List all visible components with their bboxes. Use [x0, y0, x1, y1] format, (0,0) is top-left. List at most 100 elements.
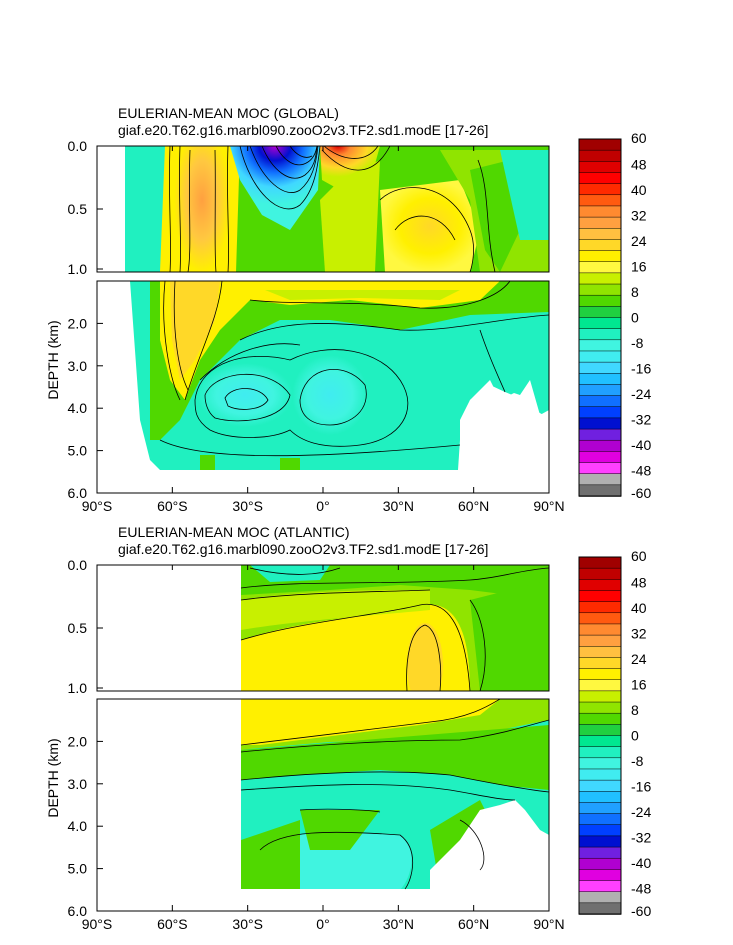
x-tick-label: 30°S: [232, 498, 263, 514]
colorbar-frame: [578, 138, 622, 497]
colorbar-label: -8: [631, 335, 644, 351]
colorbar-atlantic: 60 48 40 32 24 16 8 0 -8 -16 -24 -32 -40 -48 -60: [578, 548, 651, 919]
colorbar-label: 16: [631, 677, 647, 693]
colorbar-swatch: [578, 350, 622, 363]
x-tick-label: 30°N: [383, 916, 414, 932]
colorbar-label: -48: [631, 881, 651, 897]
colorbar-label: -32: [631, 830, 651, 846]
colorbar-swatch: [578, 668, 622, 681]
x-tick-label: 60°N: [458, 498, 489, 514]
colorbar-swatch: [578, 239, 622, 252]
colorbar-label: 16: [631, 259, 647, 275]
y-tick-label: 1.0: [68, 261, 88, 277]
global-lower-field: [130, 281, 549, 472]
colorbar-swatch: [578, 183, 622, 196]
colorbar-label: 24: [631, 651, 647, 667]
colorbar-swatch: [578, 646, 622, 659]
y-tick-label: 1.0: [68, 680, 88, 696]
colorbar-swatch: [578, 601, 622, 614]
colorbar-swatch: [578, 824, 622, 837]
colorbar-label: 48: [631, 157, 647, 173]
colorbar-swatch: [578, 484, 622, 497]
x-tick-label: 60°S: [157, 498, 188, 514]
colorbar-label: -8: [631, 753, 644, 769]
y-tick-label: 2.0: [68, 733, 88, 749]
colorbar-swatch: [578, 802, 622, 815]
colorbar-swatch: [578, 791, 622, 804]
y-tick-label: 0.0: [68, 557, 88, 573]
colorbar-frame: [578, 556, 622, 915]
colorbar-label: -60: [631, 903, 651, 919]
colorbar-swatch: [578, 902, 622, 915]
colorbar-swatch: [578, 768, 622, 781]
colorbar-label: 32: [631, 208, 647, 224]
colorbar-swatch: [578, 634, 622, 647]
colorbar-label: 60: [631, 548, 647, 564]
colorbar-swatch: [578, 451, 622, 464]
x-tick-label: 60°N: [458, 916, 489, 932]
colorbar-swatch: [578, 406, 622, 419]
colorbar-swatch: [578, 869, 622, 882]
colorbar-swatch: [578, 701, 622, 714]
colorbar-label: -16: [631, 361, 651, 377]
y-tick-label: 0.5: [68, 620, 88, 636]
colorbar-label: 60: [631, 130, 647, 146]
colorbar-swatch: [578, 567, 622, 581]
atlantic-upper-contours: [240, 567, 549, 691]
atlantic-lower-contours: [240, 699, 549, 890]
colorbar-swatch: [578, 813, 622, 826]
atlantic-ylabel: DEPTH (km): [45, 738, 61, 817]
colorbar-swatch: [578, 161, 622, 174]
global-upper-field: [125, 146, 549, 272]
colorbar-label: -40: [631, 855, 651, 871]
colorbar-swatch: [578, 556, 622, 569]
colorbar-swatch: [578, 328, 622, 341]
colorbar-swatch: [578, 172, 622, 185]
y-tick-label: 6.0: [68, 903, 88, 919]
colorbar-swatch: [578, 306, 622, 319]
colorbar-swatch: [578, 294, 622, 308]
panel-global: EULERIAN-MEAN MOC (GLOBAL) giaf.e20.T62.…: [45, 105, 565, 514]
y-tick-label: 2.0: [68, 315, 88, 331]
colorbar-swatch: [578, 228, 622, 241]
colorbar-swatch: [578, 779, 622, 793]
colorbar-swatch: [578, 250, 622, 263]
colorbar-swatch: [578, 880, 622, 893]
colorbar-swatch: [578, 428, 622, 441]
x-tick-label: 90°N: [533, 498, 564, 514]
global-ylabel: DEPTH (km): [45, 320, 61, 399]
colorbar-label: 8: [631, 284, 639, 300]
colorbar-swatch: [578, 891, 622, 904]
y-tick-label: 5.0: [68, 443, 88, 459]
y-tick-label: 4.0: [68, 400, 88, 416]
y-tick-label: 0.5: [68, 201, 88, 217]
colorbar-label: 8: [631, 702, 639, 718]
global-bathymetry-mask: [97, 146, 549, 493]
colorbar-label: 48: [631, 575, 647, 591]
y-tick-label: 3.0: [68, 776, 88, 792]
global-lower-contours: [159, 281, 549, 457]
colorbar-swatch: [578, 590, 622, 603]
colorbar-swatch: [578, 835, 622, 848]
y-tick-label: 0.0: [68, 138, 88, 154]
colorbar-swatch: [578, 579, 622, 592]
colorbar-swatch: [578, 462, 622, 475]
x-tick-label: 60°S: [157, 916, 188, 932]
panel-atlantic: EULERIAN-MEAN MOC (ATLANTIC) giaf.e20.T6…: [45, 524, 565, 932]
panel-global-subtitle: giaf.e20.T62.g16.marbl090.zooO2v3.TF2.sd…: [118, 122, 488, 138]
colorbar-label: 40: [631, 182, 647, 198]
y-tick-label: 4.0: [68, 818, 88, 834]
atlantic-bathymetry-mask: [97, 565, 549, 911]
y-tick-label: 5.0: [68, 861, 88, 877]
x-tick-label: 90°S: [82, 498, 113, 514]
colorbar-label: 0: [631, 728, 639, 744]
y-tick-label: 3.0: [68, 358, 88, 374]
colorbar-swatch: [578, 272, 622, 285]
colorbar-swatch: [578, 395, 622, 408]
colorbar-swatch: [578, 679, 622, 692]
global-axis-ticks: 90°S 60°S 30°S 0° 30°N 60°N 90°N 0.0 0.5 1.0 2.0 3.…: [68, 138, 565, 514]
colorbar-swatch: [578, 194, 622, 207]
colorbar-label: 0: [631, 310, 639, 326]
colorbar-swatch: [578, 417, 622, 430]
